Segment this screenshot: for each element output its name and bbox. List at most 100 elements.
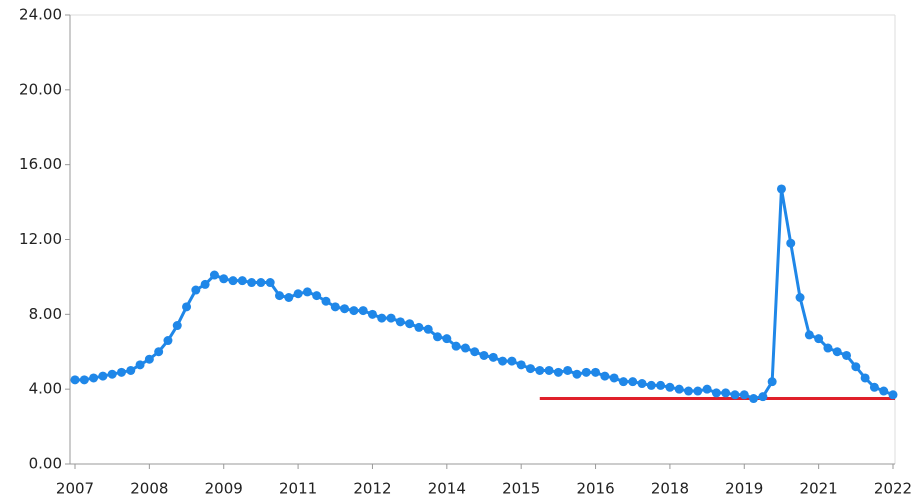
data-point (544, 365, 554, 375)
data-point (312, 291, 322, 301)
data-point (842, 350, 852, 360)
data-point (275, 291, 284, 301)
data-point (423, 324, 433, 334)
data-point (488, 352, 498, 362)
x-tick-label: 2007 (56, 480, 94, 498)
data-point (126, 365, 136, 375)
data-point (219, 274, 229, 284)
x-tick-label: 2008 (130, 480, 168, 498)
data-point (321, 296, 331, 306)
data-point (70, 375, 80, 385)
data-point (405, 319, 415, 329)
data-point (265, 278, 275, 288)
data-point (581, 367, 591, 377)
data-point (702, 384, 712, 394)
data-point (525, 364, 535, 374)
data-point (79, 375, 89, 385)
data-point (460, 343, 470, 353)
data-point (553, 367, 563, 377)
data-point (507, 356, 517, 366)
data-point (98, 371, 108, 381)
y-tick-label: 24.00 (19, 6, 62, 24)
data-point (795, 292, 805, 302)
x-tick-label: 2016 (576, 480, 614, 498)
data-point (674, 384, 684, 394)
x-tick-label: 2021 (800, 480, 838, 498)
data-point (618, 377, 628, 387)
data-point (330, 302, 340, 312)
data-point (116, 367, 126, 377)
data-point (228, 276, 238, 286)
data-point (163, 336, 173, 346)
data-point (358, 306, 368, 316)
data-point (711, 388, 721, 398)
data-point (600, 371, 610, 381)
y-tick-label: 4.00 (29, 380, 62, 398)
data-point (823, 343, 833, 353)
data-point (191, 285, 201, 295)
data-point (498, 356, 508, 366)
x-tick-label: 2022 (874, 480, 912, 498)
data-point (442, 334, 452, 344)
data-point (256, 278, 266, 288)
x-tick-label: 2014 (428, 480, 466, 498)
data-point (154, 347, 164, 357)
x-tick-label: 2018 (651, 480, 689, 498)
data-point (860, 373, 870, 383)
data-point (851, 362, 861, 372)
data-point (237, 276, 247, 286)
data-point (284, 292, 294, 302)
data-point (395, 317, 405, 327)
data-point (693, 386, 703, 396)
data-point (767, 377, 777, 387)
data-point (730, 390, 740, 400)
x-tick-label: 2011 (279, 480, 317, 498)
y-tick-label: 12.00 (19, 230, 62, 248)
data-point (386, 313, 396, 323)
data-point (135, 360, 145, 370)
data-point (879, 386, 889, 396)
data-point (470, 347, 480, 357)
data-point (749, 394, 759, 404)
data-point (572, 369, 582, 379)
data-point (832, 347, 842, 357)
data-point (628, 377, 638, 387)
data-point (144, 354, 154, 364)
data-point (89, 373, 99, 383)
data-point (182, 302, 192, 312)
data-point (247, 278, 257, 288)
data-point (377, 313, 387, 323)
data-point (609, 373, 619, 383)
data-point (293, 289, 303, 299)
data-point (814, 334, 824, 344)
data-point (414, 322, 424, 332)
data-point (479, 350, 489, 360)
data-point (684, 386, 693, 396)
y-tick-label: 16.00 (19, 155, 62, 173)
data-point (200, 279, 210, 289)
data-point (349, 306, 359, 316)
data-point (302, 287, 312, 297)
data-point (721, 388, 731, 398)
data-point (888, 390, 898, 400)
data-point (665, 382, 675, 392)
data-point (563, 365, 573, 375)
data-point (656, 380, 666, 390)
x-tick-label: 2015 (502, 480, 540, 498)
data-point (869, 382, 879, 392)
data-point (433, 332, 443, 342)
data-point (209, 270, 219, 280)
data-point (758, 392, 768, 402)
data-point (451, 341, 461, 351)
data-point (739, 390, 749, 400)
x-tick-label: 2012 (353, 480, 391, 498)
data-point (637, 379, 647, 389)
data-point (646, 380, 656, 390)
data-point (340, 304, 350, 314)
x-tick-label: 2009 (205, 480, 243, 498)
y-tick-label: 20.00 (19, 80, 62, 98)
data-point (786, 238, 796, 248)
data-point (804, 330, 814, 340)
data-point (367, 309, 377, 319)
